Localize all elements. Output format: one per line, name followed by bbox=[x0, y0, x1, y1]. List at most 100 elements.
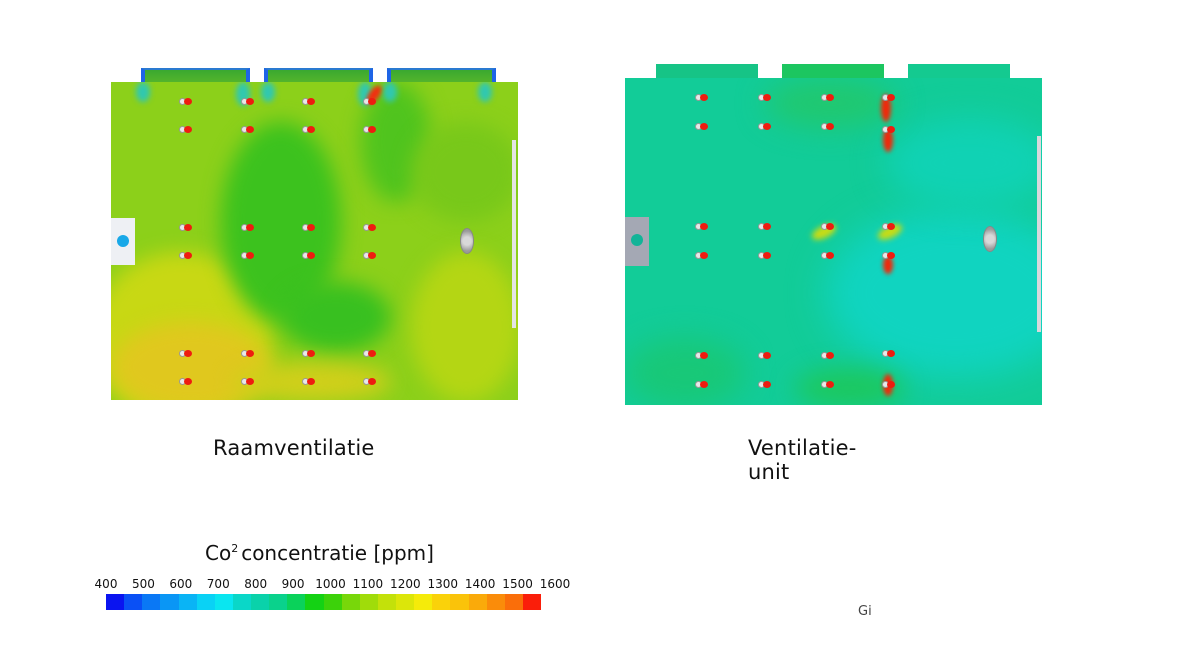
inlet-marker bbox=[631, 234, 643, 246]
colorbar-cell bbox=[232, 594, 251, 610]
occupant-marker bbox=[882, 126, 896, 134]
occupant-marker bbox=[821, 223, 835, 231]
colorbar-cell bbox=[359, 594, 378, 610]
colorbar-cell bbox=[486, 594, 505, 610]
colorbar-cell bbox=[196, 594, 215, 610]
colorbar-tick-label: 800 bbox=[244, 577, 268, 591]
colorbar-cell bbox=[142, 594, 161, 610]
colorbar-tick-label: 1400 bbox=[464, 577, 496, 591]
occupant-marker bbox=[241, 126, 255, 134]
colorbar-cell bbox=[124, 594, 143, 610]
window-1 bbox=[656, 64, 758, 79]
occupant-marker bbox=[695, 252, 709, 260]
occupant-marker bbox=[302, 98, 316, 106]
colorbar-tick-label: 500 bbox=[131, 577, 155, 591]
occupant-marker bbox=[302, 350, 316, 358]
occupant-marker bbox=[882, 381, 896, 389]
occupant-marker bbox=[179, 126, 193, 134]
occupant-marker bbox=[695, 223, 709, 231]
occupant-marker bbox=[695, 94, 709, 102]
occupant-marker bbox=[363, 252, 377, 260]
colorbar-cell bbox=[377, 594, 396, 610]
colorbar-cell bbox=[341, 594, 360, 610]
occupant-marker bbox=[821, 252, 835, 260]
colorbar-tick-label: 400 bbox=[94, 577, 118, 591]
colorbar-tick-label: 1200 bbox=[390, 577, 421, 591]
stray-text: Gi bbox=[858, 604, 872, 619]
colorbar-tick-label: 700 bbox=[206, 577, 230, 591]
occupant-marker bbox=[179, 378, 193, 386]
occupant-marker bbox=[758, 352, 772, 360]
legend-title-main: Co bbox=[205, 541, 232, 565]
window-1 bbox=[141, 68, 250, 86]
occupant-marker bbox=[302, 126, 316, 134]
occupant-marker bbox=[302, 224, 316, 232]
inlet-marker bbox=[117, 235, 129, 247]
heatmap-ventilatie-unit bbox=[625, 78, 1042, 405]
occupant-marker bbox=[363, 126, 377, 134]
colorbar-tick-label: 600 bbox=[169, 577, 193, 591]
occupant-marker bbox=[363, 378, 377, 386]
legend-title-sup: 2 bbox=[231, 542, 239, 555]
occupant-marker bbox=[695, 123, 709, 131]
occupant-marker bbox=[758, 223, 772, 231]
colorbar-cell bbox=[178, 594, 197, 610]
occupant-marker bbox=[241, 224, 255, 232]
occupant-marker bbox=[179, 350, 193, 358]
wall-strip bbox=[1037, 136, 1041, 332]
occupant-marker bbox=[241, 378, 255, 386]
occupant-marker bbox=[302, 252, 316, 260]
occupant-marker bbox=[882, 94, 896, 102]
window-3 bbox=[908, 64, 1010, 79]
colorbar-tick-label: 900 bbox=[281, 577, 305, 591]
legend-title-rest: concentratie [ppm] bbox=[241, 541, 434, 565]
ceiling-fixture bbox=[460, 228, 474, 254]
colorbar-tick-label: 1300 bbox=[427, 577, 459, 591]
colorbar-tick-label: 1500 bbox=[502, 577, 533, 591]
occupant-marker bbox=[758, 381, 772, 389]
occupant-marker bbox=[882, 223, 896, 231]
ceiling-fixture bbox=[983, 226, 997, 252]
occupant-marker bbox=[241, 98, 255, 106]
colorbar-tick-label: 1600 bbox=[539, 577, 571, 591]
occupant-marker bbox=[821, 352, 835, 360]
colorbar-cell bbox=[305, 594, 324, 610]
heatmap-raamventilatie bbox=[111, 82, 518, 400]
door bbox=[625, 217, 649, 266]
occupant-marker bbox=[241, 350, 255, 358]
colorbar-cell bbox=[269, 594, 288, 610]
colorbar-ticks: 400 500 600 700 800 900 1000 1100 1200 1300 1400 15… bbox=[92, 577, 571, 593]
colorbar-cell bbox=[414, 594, 433, 610]
occupant-marker bbox=[821, 94, 835, 102]
colorbar-cell bbox=[160, 594, 179, 610]
occupant-marker bbox=[179, 252, 193, 260]
occupant-marker bbox=[179, 98, 193, 106]
colorbar-cell bbox=[323, 594, 342, 610]
caption-ventilatie-unit: Ventilatie-unit bbox=[748, 436, 857, 484]
colorbar-cell bbox=[504, 594, 523, 610]
window-2 bbox=[782, 64, 884, 79]
occupant-marker bbox=[695, 352, 709, 360]
occupant-marker bbox=[363, 350, 377, 358]
colorbar-cell bbox=[106, 594, 125, 610]
colorbar-tick-label: 1100 bbox=[352, 577, 384, 591]
occupant-marker bbox=[363, 224, 377, 232]
occupant-marker bbox=[758, 123, 772, 131]
colorbar-cell bbox=[214, 594, 233, 610]
window-2 bbox=[264, 68, 373, 86]
colorbar bbox=[106, 594, 541, 610]
door bbox=[111, 218, 135, 265]
occupant-marker bbox=[302, 378, 316, 386]
occupant-marker bbox=[695, 381, 709, 389]
occupant-marker bbox=[758, 252, 772, 260]
colorbar-tick-label: 1000 bbox=[315, 577, 346, 591]
caption-raamventilatie: Raamventilatie bbox=[213, 436, 375, 460]
colorbar-cell bbox=[450, 594, 469, 610]
colorbar-cell bbox=[287, 594, 306, 610]
occupant-marker bbox=[821, 123, 835, 131]
window-3 bbox=[387, 68, 496, 86]
occupant-marker bbox=[882, 350, 896, 358]
occupant-marker bbox=[241, 252, 255, 260]
occupant-marker bbox=[821, 381, 835, 389]
legend-title: Co2 concentratie [ppm] bbox=[205, 541, 434, 565]
